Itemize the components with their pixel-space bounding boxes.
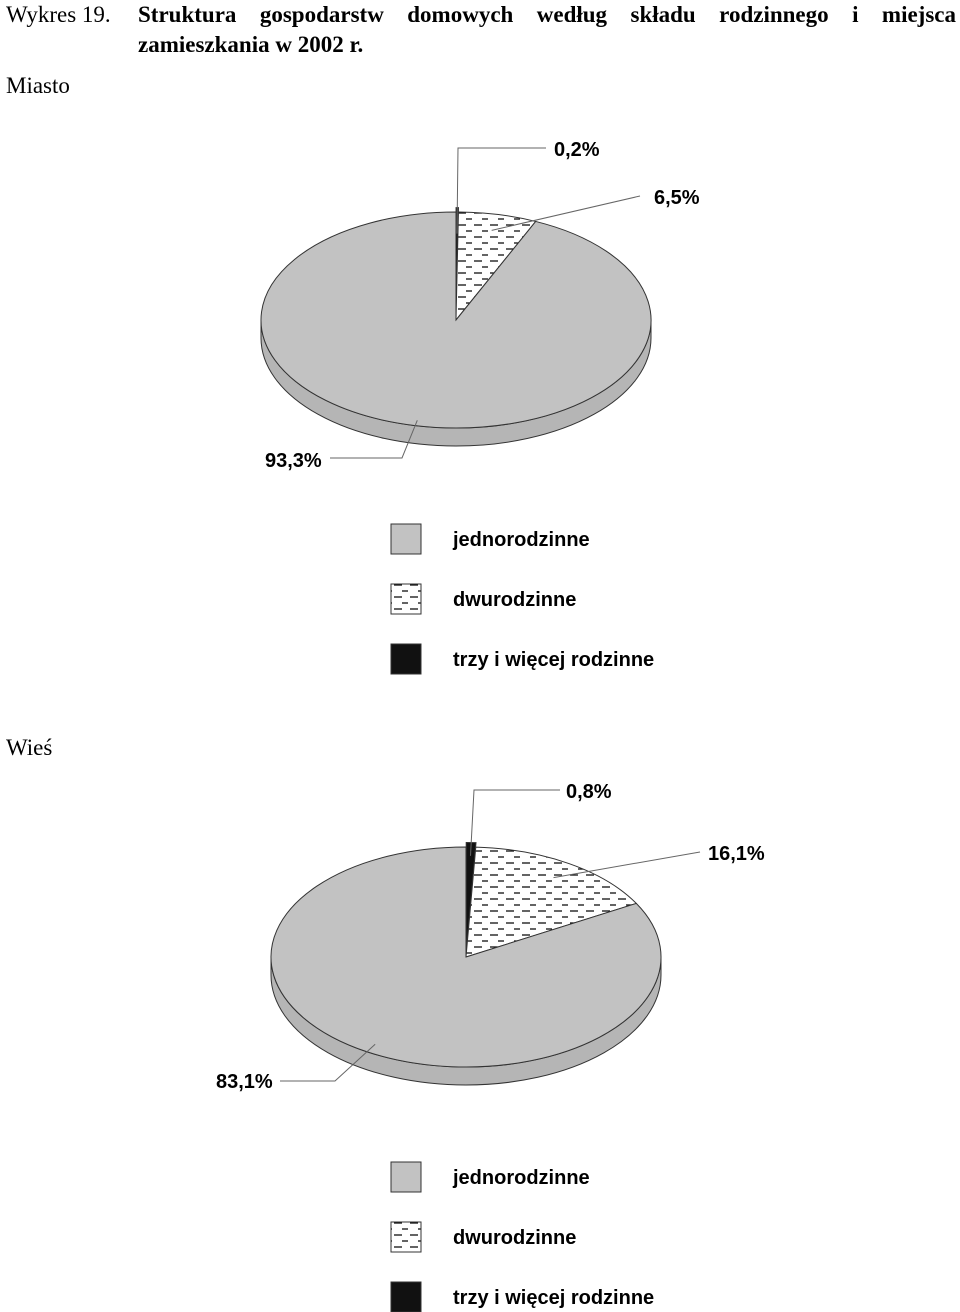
legend-swatch xyxy=(390,1221,422,1253)
legend-label: dwurodzinne xyxy=(453,589,576,611)
leader-line xyxy=(491,195,641,231)
data-label: 93,3% xyxy=(265,450,322,472)
data-label: 6,5% xyxy=(654,187,700,209)
legend-swatch xyxy=(390,643,422,675)
leader-line xyxy=(330,420,418,459)
legend-swatch xyxy=(390,1281,422,1312)
data-label: 0,2% xyxy=(554,139,600,161)
legend-label: jednorodzinne xyxy=(452,1167,590,1189)
legend-swatch xyxy=(390,1161,422,1193)
leader-line xyxy=(470,789,560,856)
pie-chart-wies: 83,1% 16,1% 0,8% jednorodzinne dwurodzinne tr… xyxy=(216,781,765,1312)
slice-jednorodzinne xyxy=(260,211,652,429)
legend-label: jednorodzinne xyxy=(452,529,590,551)
figure-number: Wykres 19. xyxy=(6,2,111,27)
leader-line xyxy=(456,147,546,234)
data-label: 83,1% xyxy=(216,1071,273,1093)
leader-line xyxy=(553,851,701,879)
pie-chart-miasto: 93,3% 6,5% 0,2% jednorodzinne dwurodzinne trz… xyxy=(260,139,700,675)
data-label: 16,1% xyxy=(708,843,765,865)
legend-label: trzy i więcej rodzinne xyxy=(453,649,654,671)
legend-label: trzy i więcej rodzinne xyxy=(453,1287,654,1309)
leader-line xyxy=(280,1043,376,1082)
slice-dwurodzinne xyxy=(465,846,638,958)
legend-label: dwurodzinne xyxy=(453,1227,576,1249)
section-label-wies: Wieś xyxy=(6,735,53,760)
data-label: 0,8% xyxy=(566,781,612,803)
legend-swatch xyxy=(390,583,422,615)
legend-swatch xyxy=(390,523,422,555)
section-label-miasto: Miasto xyxy=(6,73,70,98)
figure-title: Struktura gospodarstw domowych według sk… xyxy=(138,2,956,57)
